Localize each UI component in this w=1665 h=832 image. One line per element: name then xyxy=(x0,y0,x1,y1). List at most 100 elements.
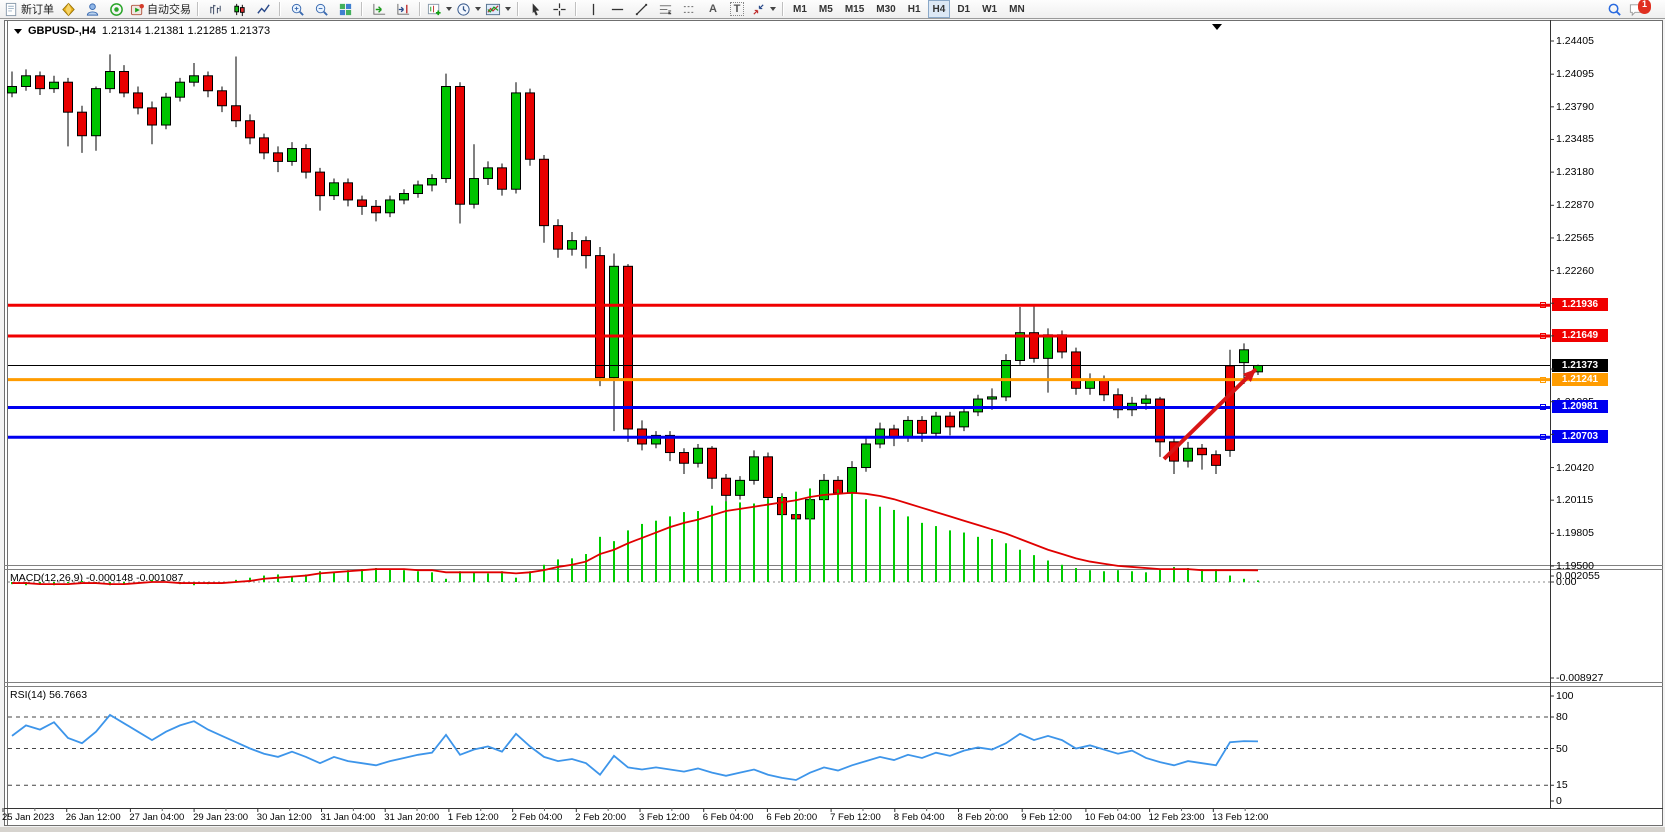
candlestick-chart-button[interactable] xyxy=(227,1,251,18)
rsi-scale-label: 80 xyxy=(1556,711,1568,723)
rsi-scale-label: 100 xyxy=(1556,690,1574,702)
crosshair-button[interactable] xyxy=(547,1,571,18)
horizontal-line-button[interactable] xyxy=(605,1,629,18)
price-axis-line xyxy=(1550,20,1551,809)
clock-icon xyxy=(457,2,470,16)
cursor-button[interactable] xyxy=(523,1,547,18)
date-label: 29 Jan 23:00 xyxy=(193,812,249,823)
auto-scroll-button[interactable] xyxy=(367,1,391,18)
line-chart-button[interactable] xyxy=(251,1,275,18)
new-chart-button[interactable] xyxy=(425,1,454,18)
profiles-button[interactable] xyxy=(80,1,104,18)
new-order-icon xyxy=(5,2,17,16)
signals-button[interactable] xyxy=(104,1,128,18)
arrows-button[interactable] xyxy=(749,1,778,18)
window-left-edge xyxy=(7,20,8,826)
line-anchor-handle[interactable] xyxy=(1540,434,1546,441)
timeframe-button-M15[interactable]: M15 xyxy=(844,3,865,15)
chart-shift-button[interactable] xyxy=(391,1,415,18)
toolbar: 新订单 自动交易 xyxy=(0,0,1665,19)
price-tick-label: 1.22260 xyxy=(1556,264,1594,277)
search-icon[interactable] xyxy=(1607,2,1622,17)
person-icon xyxy=(86,2,98,16)
date-label: 2 Feb 04:00 xyxy=(511,812,563,823)
timeframe-button-M5[interactable]: M5 xyxy=(818,3,833,15)
publish-button[interactable] xyxy=(56,1,80,18)
dropdown-arrow-icon xyxy=(505,7,511,11)
periods-button[interactable] xyxy=(454,1,483,18)
chart-menu-icon[interactable] xyxy=(14,28,22,34)
timeframe-button-M1[interactable]: M1 xyxy=(793,3,807,15)
bar-chart-button[interactable] xyxy=(203,1,227,18)
bar-chart-icon xyxy=(209,4,221,14)
date-label: 13 Feb 12:00 xyxy=(1212,812,1269,823)
macd-scale-label: -0.008927 xyxy=(1556,672,1604,684)
templates-button[interactable] xyxy=(483,1,513,18)
window-bottom-edge xyxy=(0,827,1665,832)
autotrading-icon xyxy=(130,3,144,15)
chart-window[interactable] xyxy=(4,20,1663,826)
toolbar-separator xyxy=(575,2,577,16)
timeframe-button-D1[interactable]: D1 xyxy=(957,3,971,15)
new-order-button[interactable]: 新订单 xyxy=(2,1,56,18)
price-level-badge: 1.21241 xyxy=(1552,372,1608,386)
timeframe-button-W1[interactable]: W1 xyxy=(982,3,998,15)
horizontal-line-icon xyxy=(611,8,623,10)
line-anchor-handle[interactable] xyxy=(1540,302,1546,309)
rsi-scale-label: 50 xyxy=(1556,742,1568,755)
date-label: 30 Jan 12:00 xyxy=(256,812,312,823)
current-price-badge: 1.21373 xyxy=(1552,358,1608,372)
fibonacci-icon xyxy=(659,4,671,14)
text-button[interactable]: A xyxy=(701,1,725,18)
chart-shift-marker[interactable] xyxy=(1212,24,1222,30)
trendline-button[interactable] xyxy=(629,1,653,18)
date-label: 31 Jan 20:00 xyxy=(384,812,440,823)
date-label: 26 Jan 12:00 xyxy=(65,812,121,823)
dropdown-arrow-icon xyxy=(770,7,776,11)
pane-separator[interactable] xyxy=(4,569,1663,570)
date-label: 27 Jan 04:00 xyxy=(129,812,185,823)
notifications-button[interactable]: 1 xyxy=(1628,0,1657,17)
timeframe-button-MN[interactable]: MN xyxy=(1009,3,1025,15)
price-tick-label: 1.20420 xyxy=(1556,461,1594,474)
text-label-button[interactable]: T xyxy=(725,1,749,18)
date-label: 8 Feb 04:00 xyxy=(893,812,945,823)
rsi-label: RSI(14) 56.7663 xyxy=(10,689,88,701)
pane-separator[interactable] xyxy=(4,686,1663,687)
timeframe-button-M30[interactable]: M30 xyxy=(876,3,896,15)
date-label: 6 Feb 04:00 xyxy=(702,812,754,823)
date-label: 6 Feb 20:00 xyxy=(766,812,818,823)
dropdown-arrow-icon xyxy=(446,7,452,11)
line-chart-icon xyxy=(256,3,270,14)
pane-separator[interactable] xyxy=(4,682,1663,683)
new-chart-icon xyxy=(427,3,441,15)
line-anchor-handle[interactable] xyxy=(1540,404,1546,411)
price-level-badge: 1.20981 xyxy=(1552,400,1608,414)
vertical-line-icon xyxy=(592,3,594,15)
zoom-out-button[interactable] xyxy=(309,1,333,18)
channels-button[interactable] xyxy=(677,1,701,18)
vertical-line-button[interactable] xyxy=(581,1,605,18)
label-tool-icon: T xyxy=(729,2,745,16)
pane-separator[interactable] xyxy=(4,565,1663,566)
autotrading-label: 自动交易 xyxy=(147,4,191,16)
chart-shift-icon xyxy=(396,3,409,15)
line-anchor-handle[interactable] xyxy=(1540,376,1546,383)
tile-windows-button[interactable] xyxy=(333,1,357,18)
price-tick-label: 1.22870 xyxy=(1556,199,1594,212)
line-anchor-handle[interactable] xyxy=(1540,332,1546,339)
fibonacci-button[interactable] xyxy=(653,1,677,18)
timeframe-button-H1[interactable]: H1 xyxy=(907,3,921,15)
arrows-icon xyxy=(753,3,764,15)
price-level-badge: 1.21649 xyxy=(1552,328,1608,342)
autotrading-button[interactable]: 自动交易 xyxy=(128,1,193,18)
timeframe-button-H4[interactable]: H4 xyxy=(927,0,951,18)
timeframe-bar: M1 M5 M15 M30 H1 H4 D1 W1 MN xyxy=(788,0,1030,18)
zoom-in-button[interactable] xyxy=(285,1,309,18)
text-tool-icon: A xyxy=(709,3,717,15)
toolbar-right: 1 xyxy=(1607,0,1663,17)
zoom-in-icon xyxy=(291,3,304,16)
price-tick-label: 1.23790 xyxy=(1556,100,1594,113)
macd-scale-label: 0.002055 xyxy=(1556,570,1600,582)
